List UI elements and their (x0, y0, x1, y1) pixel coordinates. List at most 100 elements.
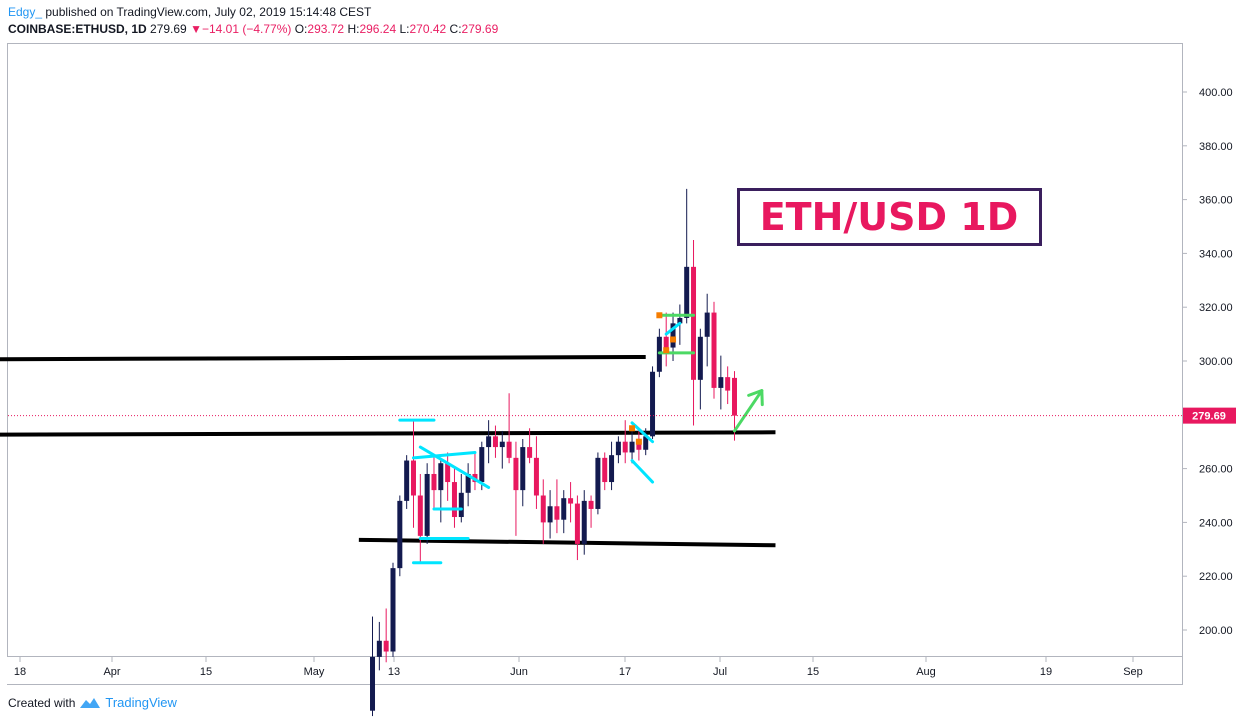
candle[interactable] (370, 616, 376, 717)
candle[interactable] (718, 355, 724, 410)
candle[interactable] (547, 490, 553, 539)
candle-body (404, 460, 410, 501)
candle[interactable] (458, 473, 464, 523)
last-price: 279.69 (150, 22, 187, 36)
candle[interactable] (643, 428, 649, 456)
candle-body (574, 503, 580, 544)
support-resistance-line[interactable] (358, 537, 776, 548)
tradingview-logo-icon (80, 697, 101, 708)
low-label: L: (399, 22, 410, 36)
candle[interactable] (417, 473, 423, 563)
candle-body (370, 656, 376, 711)
candle-body (492, 436, 498, 448)
candle[interactable] (684, 188, 690, 324)
candle[interactable] (725, 366, 731, 405)
candle[interactable] (390, 562, 396, 657)
candle[interactable] (397, 495, 403, 577)
candle[interactable] (629, 428, 635, 464)
target-arrow[interactable] (733, 389, 764, 433)
publish-date: published on TradingView.com, July 02, 2… (45, 5, 372, 19)
candle-body (615, 441, 621, 456)
candle[interactable] (451, 468, 457, 528)
time-tick-label: 15 (807, 666, 819, 678)
candle[interactable] (431, 455, 437, 509)
plot-frame (7, 43, 1183, 657)
candle[interactable] (492, 425, 498, 458)
time-tick-label: Jun (510, 666, 528, 678)
time-tick-label: May (304, 666, 325, 678)
candle[interactable] (650, 366, 656, 440)
candle[interactable] (636, 430, 642, 461)
candle[interactable] (506, 393, 512, 464)
down-triangle-icon: ▼ (190, 22, 202, 36)
price-tick-label: 400.00 (1199, 87, 1233, 99)
candle-body (513, 457, 519, 491)
price-tick-label: 240.00 (1199, 517, 1233, 529)
pattern-line[interactable] (630, 459, 655, 484)
candle[interactable] (704, 293, 710, 367)
candle-body (718, 377, 724, 388)
candle[interactable] (711, 301, 717, 399)
candle-body (697, 336, 703, 380)
pattern-line[interactable] (418, 445, 491, 489)
candle-body (643, 436, 649, 450)
candle[interactable] (438, 457, 444, 523)
annotation-text: ETH/USD 1D (760, 195, 1019, 239)
candle[interactable] (540, 479, 546, 544)
footer: Created with TradingView (8, 695, 177, 710)
candle[interactable] (527, 428, 533, 464)
candle[interactable] (486, 420, 492, 464)
high-value: 296.24 (359, 22, 397, 36)
price-tick-label: 200.00 (1199, 625, 1233, 637)
candle[interactable] (595, 452, 601, 515)
candle[interactable] (513, 441, 519, 536)
candle[interactable] (615, 436, 621, 464)
pattern-line[interactable] (630, 421, 655, 444)
candle[interactable] (383, 608, 389, 663)
tradingview-brand[interactable]: TradingView (105, 695, 177, 710)
pattern-line[interactable] (664, 321, 682, 336)
candle-body (609, 455, 615, 483)
candle[interactable] (588, 495, 594, 528)
candle[interactable] (445, 452, 451, 501)
candle[interactable] (520, 439, 526, 507)
candle-body (677, 317, 683, 324)
time-tick-label: Aug (916, 666, 936, 678)
candle[interactable] (410, 420, 416, 528)
candle[interactable] (376, 621, 382, 671)
time-tick-label: Sep (1123, 666, 1143, 678)
created-with-label: Created with (8, 695, 76, 710)
candle[interactable] (622, 420, 628, 464)
support-resistance-line[interactable] (0, 430, 776, 437)
candle-body (458, 492, 464, 518)
author-name[interactable]: Edgy_ (8, 5, 43, 19)
candle[interactable] (499, 430, 505, 469)
candle[interactable] (554, 479, 560, 534)
low-value: 270.42 (409, 22, 447, 36)
candle-body (732, 377, 737, 416)
pattern-line[interactable] (411, 450, 477, 460)
candle[interactable] (404, 455, 410, 509)
candle[interactable] (663, 312, 669, 367)
candle-body (711, 312, 717, 388)
candle[interactable] (465, 463, 471, 507)
support-resistance-line[interactable] (0, 354, 646, 362)
candle-body (554, 506, 560, 520)
candle[interactable] (697, 328, 703, 410)
candle[interactable] (574, 495, 580, 561)
candle[interactable] (533, 436, 539, 509)
time-tick-label: 15 (200, 666, 212, 678)
candle[interactable] (602, 452, 608, 491)
title-annotation[interactable]: ETH/USD 1D (737, 188, 1042, 246)
candle[interactable] (568, 482, 574, 523)
candle[interactable] (424, 463, 430, 544)
candle-body (561, 498, 567, 520)
candle[interactable] (581, 490, 587, 555)
candle-body (650, 371, 656, 437)
candle[interactable] (561, 490, 567, 534)
last-price-badge-label: 279.69 (1192, 411, 1226, 423)
candle[interactable] (609, 441, 615, 491)
candle[interactable] (691, 239, 697, 426)
candle-body (588, 500, 594, 509)
